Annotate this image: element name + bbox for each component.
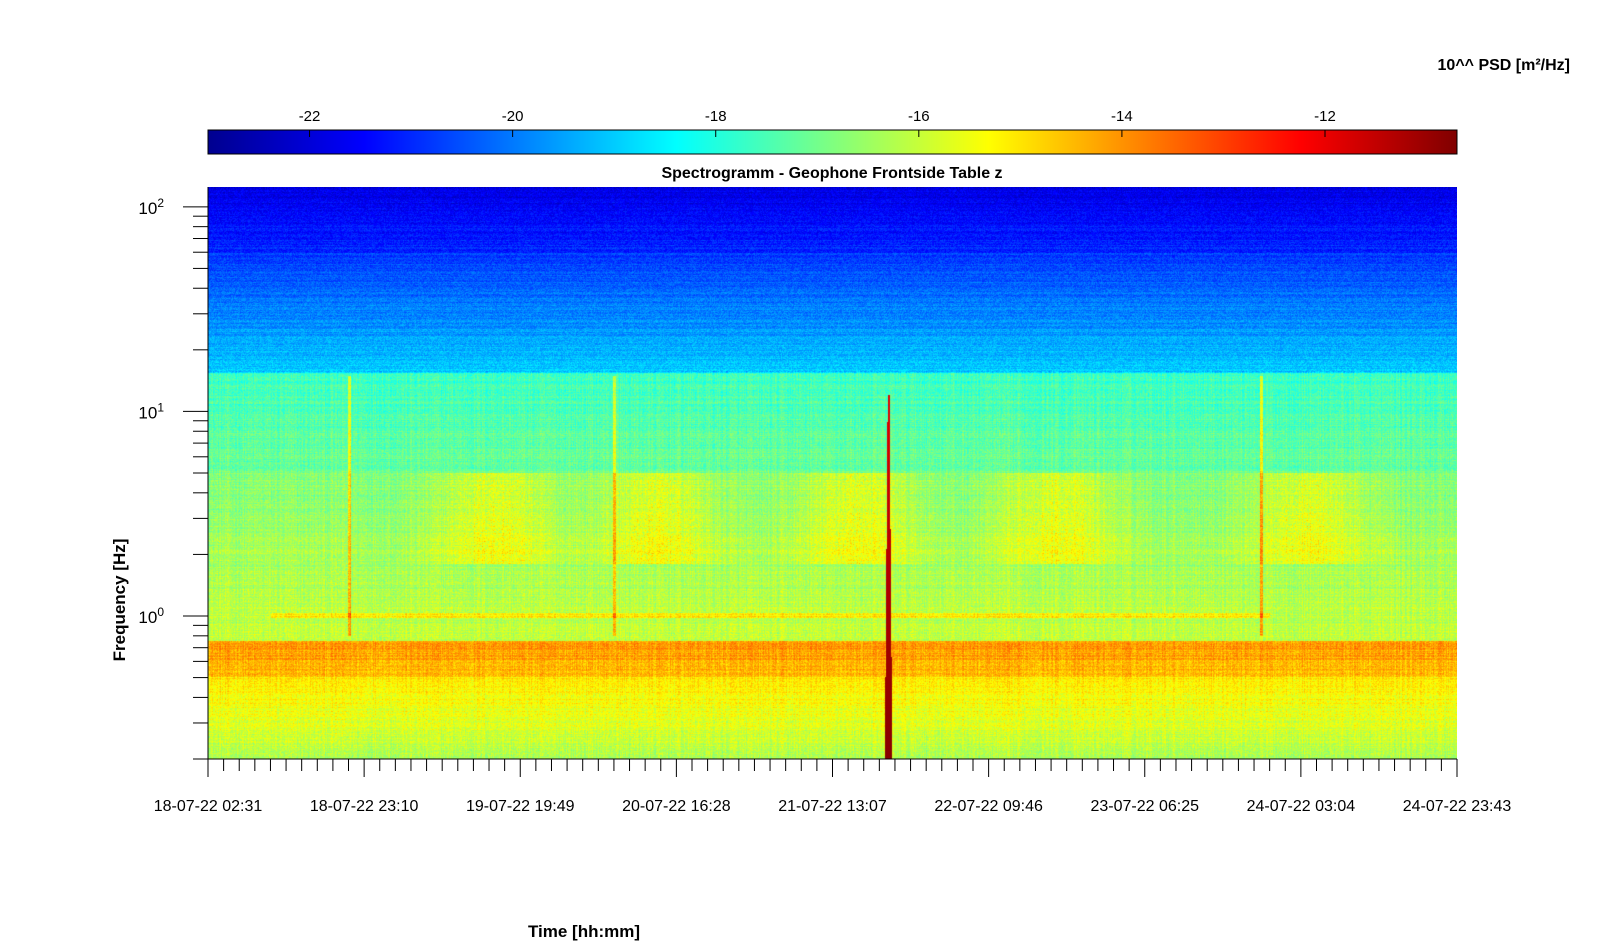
colorbar: -22 -20 -18 -16 -14 -12 10^^ PSD [m²/Hz] xyxy=(207,57,1570,155)
x-tick-label: 22-07-22 09:46 xyxy=(934,798,1043,815)
colorbar-tick-label: -22 xyxy=(299,108,321,125)
colorbar-tick-label: -20 xyxy=(502,108,524,125)
colorbar-tick-label: -14 xyxy=(1111,108,1133,125)
x-tick-label: 20-07-22 16:28 xyxy=(622,798,731,815)
y-axis: 100 101 102 xyxy=(138,187,209,760)
colorbar-gradient xyxy=(208,130,1457,154)
x-tick-label: 18-07-22 23:10 xyxy=(310,798,419,815)
spectrogram-heatmap xyxy=(208,187,1457,759)
x-tick-label: 24-07-22 03:04 xyxy=(1247,798,1356,815)
x-tick-label: 21-07-22 13:07 xyxy=(778,798,887,815)
colorbar-tick-label: -16 xyxy=(908,108,930,125)
colorbar-label: 10^^ PSD [m²/Hz] xyxy=(1438,57,1570,74)
x-tick-label: 19-07-22 19:49 xyxy=(466,798,575,815)
colorbar-frame xyxy=(207,129,1458,155)
colorbar-tick-label: -12 xyxy=(1314,108,1336,125)
x-tick-label: 18-07-22 02:31 xyxy=(154,798,263,815)
y-tick-label: 101 xyxy=(138,400,164,422)
plot-area xyxy=(208,187,1457,759)
y-axis-label: Frequency [Hz] xyxy=(110,539,129,662)
colorbar-tick-label: -18 xyxy=(705,108,727,125)
x-axis: 18-07-22 02:31 18-07-22 23:10 19-07-22 19:… xyxy=(154,758,1512,815)
x-axis-label: Time [hh:mm] xyxy=(528,922,640,941)
x-tick-label: 23-07-22 06:25 xyxy=(1090,798,1199,815)
y-tick-label: 100 xyxy=(138,605,164,627)
x-tick-label: 24-07-22 23:43 xyxy=(1403,798,1512,815)
y-tick-label: 102 xyxy=(138,196,164,218)
chart-title: Spectrogramm - Geophone Frontside Table … xyxy=(661,165,1002,182)
